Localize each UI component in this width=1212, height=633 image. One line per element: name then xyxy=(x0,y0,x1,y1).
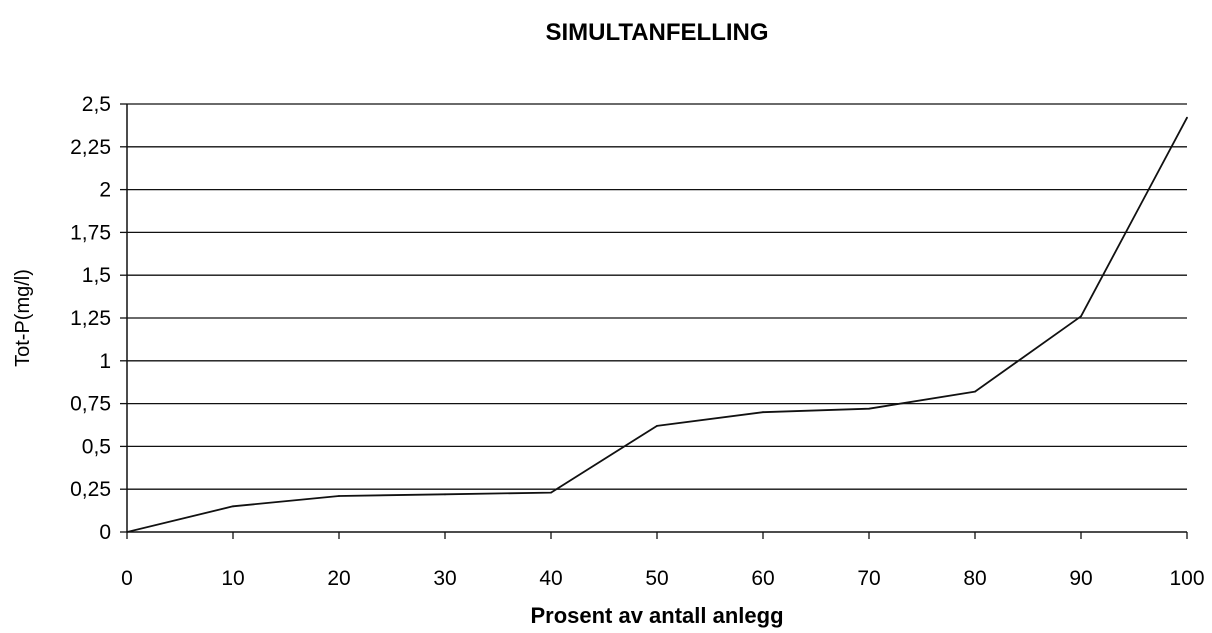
gridlines xyxy=(127,103,1187,490)
x-tick-label: 70 xyxy=(857,567,880,590)
x-tick-label: 20 xyxy=(327,567,350,590)
x-tick-label: 100 xyxy=(1169,567,1204,590)
y-tick-label: 2 xyxy=(99,179,111,202)
data-point xyxy=(550,491,552,494)
y-tick-label: 1 xyxy=(99,350,111,373)
data-point xyxy=(762,411,764,414)
x-tick-label: 60 xyxy=(751,567,774,590)
y-tick-label: 2,5 xyxy=(82,93,111,116)
x-tick-label: 0 xyxy=(121,567,133,590)
data-point xyxy=(126,531,128,533)
y-tick-label: 1,75 xyxy=(70,221,111,244)
data-point xyxy=(444,493,446,496)
y-tick-label: 1,25 xyxy=(70,307,111,330)
series-group xyxy=(126,116,1188,533)
y-tick-label: 0,5 xyxy=(82,435,111,458)
y-tick-label: 0 xyxy=(99,521,111,544)
data-point xyxy=(232,505,234,508)
y-tick-labels: 0 0,25 0,5 0,75 1 1,25 1,5 1,75 2 2,25 2,5 xyxy=(70,93,111,544)
y-axis-label: Tot-P(mg/l) xyxy=(12,269,34,367)
data-point xyxy=(974,390,976,393)
x-tick-label: 80 xyxy=(963,567,986,590)
y-tick-label: 1,5 xyxy=(82,264,111,287)
chart-title: SIMULTANFELLING xyxy=(545,19,768,46)
y-tick-label: 0,75 xyxy=(70,393,111,416)
axes xyxy=(120,103,1188,539)
data-point xyxy=(1186,116,1188,119)
data-point xyxy=(868,407,870,410)
data-point xyxy=(656,424,658,427)
x-tick-label: 40 xyxy=(539,567,562,590)
series-line xyxy=(126,117,1188,533)
x-tick-labels: 0 10 20 30 40 50 60 70 80 90 100 xyxy=(121,567,1204,590)
data-point xyxy=(1080,315,1082,318)
data-point xyxy=(338,495,340,497)
x-tick-label: 10 xyxy=(221,567,244,590)
y-tick-label: 2,25 xyxy=(70,136,111,159)
y-tick-label: 0,25 xyxy=(70,478,111,501)
x-axis-label: Prosent av antall anlegg xyxy=(530,603,783,628)
x-tick-label: 90 xyxy=(1069,567,1092,590)
x-tick-label: 30 xyxy=(433,567,456,590)
x-tick-label: 50 xyxy=(645,567,668,590)
